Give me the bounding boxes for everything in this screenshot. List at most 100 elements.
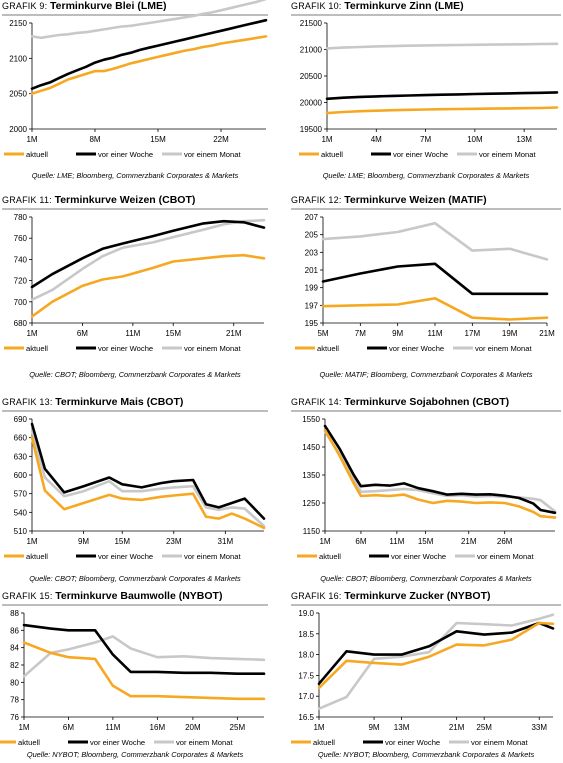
x-tick-label: 1M bbox=[26, 537, 37, 546]
chart-panel-zinn: GRAFIK 10: Terminkurve Zinn (LME) 19500 2… bbox=[291, 0, 561, 190]
y-tick-label: 199 bbox=[305, 284, 319, 293]
legend-label: aktuell bbox=[18, 738, 40, 747]
chart-panel-zucker: GRAFIK 16: Terminkurve Zucker (NYBOT) 16… bbox=[291, 590, 561, 762]
legend-label: vor einem Monat bbox=[477, 552, 534, 561]
legend-label: vor einer Woche bbox=[393, 150, 448, 159]
y-tick-label: 780 bbox=[14, 213, 28, 222]
chart-svg: 680 700 720 740 760 780 1M 6M 11M 15M 21M aktuell vo… bbox=[4, 213, 266, 353]
y-tick-label: 205 bbox=[305, 231, 319, 240]
y-tick-label: 201 bbox=[305, 266, 319, 275]
y-tick-label: 80 bbox=[10, 678, 19, 687]
legend-label: vor einer Woche bbox=[98, 552, 153, 561]
x-tick-label: 21M bbox=[226, 329, 242, 338]
x-tick-label: 31M bbox=[218, 537, 234, 546]
chart-source: Quelle: LME; Bloomberg, Commerzbank Corp… bbox=[322, 171, 530, 180]
series-line-aktuell bbox=[22, 641, 266, 701]
x-tick-label: 1M bbox=[26, 329, 37, 338]
x-tick-label: 26M bbox=[497, 537, 513, 546]
y-tick-label: 600 bbox=[14, 471, 28, 480]
legend-label: vor einer Woche bbox=[385, 738, 440, 747]
y-tick-label: 88 bbox=[10, 609, 19, 618]
x-tick-label: 8M bbox=[89, 135, 100, 144]
legend-label: vor einer Woche bbox=[98, 344, 153, 353]
x-tick-label: 4M bbox=[371, 135, 382, 144]
x-tick-label: 13M bbox=[394, 723, 410, 732]
y-tick-label: 197 bbox=[305, 301, 319, 310]
x-tick-label: 1M bbox=[313, 723, 324, 732]
y-tick-label: 630 bbox=[14, 452, 28, 461]
y-tick-label: 203 bbox=[305, 248, 319, 257]
y-tick-label: 1150 bbox=[303, 527, 321, 536]
x-tick-label: 7M bbox=[355, 329, 366, 338]
y-tick-label: 20500 bbox=[300, 72, 323, 81]
series-line-vor-einem-monat bbox=[22, 635, 266, 678]
y-tick-label: 18.0 bbox=[298, 651, 314, 660]
chart-svg: 76 78 80 82 84 86 88 1M 6M 11M 16M 20M 25M aktuell vor… bbox=[0, 609, 266, 747]
series-line-vor-einer-woche bbox=[323, 424, 557, 515]
series-line-aktuell bbox=[30, 436, 266, 530]
y-tick-label: 1250 bbox=[302, 499, 320, 508]
legend-label: vor einem Monat bbox=[184, 344, 241, 353]
y-tick-label: 82 bbox=[10, 661, 19, 670]
x-tick-label: 20M bbox=[185, 723, 201, 732]
chart-svg: 510 540 570 600 630 660 690 1M 9M 15M 23M 31M aktuel… bbox=[4, 415, 266, 561]
y-tick-label: 740 bbox=[14, 255, 28, 264]
series-line-vor-einer-woche bbox=[317, 621, 555, 685]
x-tick-label: 9M bbox=[78, 537, 89, 546]
y-tick-label: 86 bbox=[10, 626, 19, 635]
x-tick-label: 1M bbox=[18, 723, 29, 732]
series-line-aktuell bbox=[30, 35, 268, 95]
legend-label: aktuell bbox=[26, 150, 48, 159]
chart-title: GRAFIK 16: Terminkurve Zucker (NYBOT) bbox=[291, 590, 491, 602]
x-tick-label: 9M bbox=[392, 329, 403, 338]
y-tick-label: 2000 bbox=[9, 125, 27, 134]
x-tick-label: 6M bbox=[63, 723, 74, 732]
x-tick-label: 15M bbox=[114, 537, 130, 546]
y-tick-label: 17.5 bbox=[298, 671, 314, 680]
chart-svg: 1150 1250 1350 1450 1550 1M 6M 11M 15M 21M 26M aktu… bbox=[297, 415, 557, 561]
x-tick-label: 1M bbox=[319, 537, 330, 546]
legend-label: vor einem Monat bbox=[176, 738, 233, 747]
x-tick-label: 23M bbox=[166, 537, 182, 546]
y-tick-label: 2150 bbox=[9, 19, 27, 28]
y-tick-label: 660 bbox=[14, 434, 28, 443]
series-line-aktuell bbox=[323, 428, 557, 519]
x-tick-label: 11M bbox=[125, 329, 140, 338]
chart-source: Quelle: NYBOT; Bloomberg, Commerzbank Co… bbox=[317, 750, 535, 759]
chart-title: GRAFIK 15: Terminkurve Baumwolle (NYBOT) bbox=[2, 590, 223, 602]
x-tick-label: 22M bbox=[213, 135, 229, 144]
x-tick-label: 13M bbox=[516, 135, 532, 144]
x-tick-label: 21M bbox=[461, 537, 477, 546]
y-tick-label: 510 bbox=[14, 527, 28, 536]
legend-label: aktuell bbox=[26, 552, 48, 561]
y-tick-label: 19.0 bbox=[298, 609, 314, 618]
series-line-aktuell bbox=[321, 297, 549, 321]
x-tick-label: 5M bbox=[317, 329, 328, 338]
legend-label: vor einem Monat bbox=[471, 738, 528, 747]
y-tick-label: 84 bbox=[10, 644, 19, 653]
legend-label: aktuell bbox=[26, 344, 48, 353]
x-tick-label: 25M bbox=[476, 723, 492, 732]
series-line-vor-einer-woche bbox=[321, 262, 549, 296]
y-tick-label: 1550 bbox=[302, 415, 320, 424]
series-line-vor-einer-woche bbox=[22, 623, 266, 675]
legend-label: aktuell bbox=[317, 344, 339, 353]
y-tick-label: 17.0 bbox=[298, 692, 314, 701]
chart-source: Quelle: CBOT; Bloomberg, Commerzbank Cor… bbox=[29, 370, 241, 379]
x-tick-label: 11M bbox=[389, 537, 404, 546]
y-tick-label: 207 bbox=[305, 213, 319, 222]
y-tick-label: 78 bbox=[10, 696, 19, 705]
legend-label: vor einer Woche bbox=[98, 150, 153, 159]
y-tick-label: 195 bbox=[305, 319, 319, 328]
chart-title: GRAFIK 12: Terminkurve Weizen (MATIF) bbox=[291, 194, 487, 206]
chart-source: Quelle: MATIF; Bloomberg, Commerzbank Co… bbox=[319, 370, 533, 379]
y-tick-label: 720 bbox=[14, 277, 28, 286]
x-tick-label: 33M bbox=[531, 723, 547, 732]
chart-source: Quelle: NYBOT; Bloomberg, Commerzbank Co… bbox=[26, 750, 244, 759]
chart-panel-mais: GRAFIK 13: Terminkurve Mais (CBOT) 510 54… bbox=[2, 396, 270, 586]
x-tick-label: 6M bbox=[77, 329, 88, 338]
y-tick-label: 1450 bbox=[302, 443, 320, 452]
x-tick-label: 6M bbox=[355, 537, 366, 546]
chart-title: GRAFIK 11: Terminkurve Weizen (CBOT) bbox=[2, 194, 196, 206]
chart-svg: 16.5 17.0 17.5 18.0 18.5 19.0 1M 9M 13M 21M 25M 33M… bbox=[291, 609, 555, 747]
